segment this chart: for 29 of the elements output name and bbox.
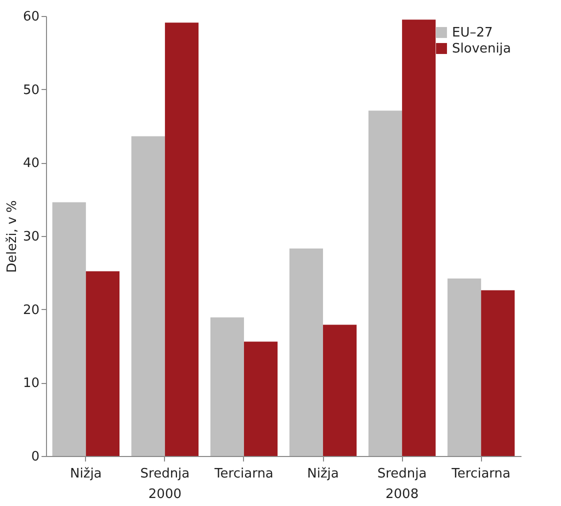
bar bbox=[52, 202, 86, 456]
x-tick-label: Srednja bbox=[140, 466, 190, 482]
y-tick-label: 20 bbox=[22, 302, 40, 318]
x-tick-label: Nižja bbox=[307, 466, 339, 482]
y-tick-label: 30 bbox=[22, 230, 40, 244]
x-tick-label: Terciarna bbox=[450, 466, 511, 482]
legend-label: EU–27 bbox=[452, 26, 493, 40]
x-tick-label: Nižja bbox=[70, 466, 102, 482]
y-tick-label: 40 bbox=[22, 156, 40, 172]
y-tick-label: 60 bbox=[22, 10, 40, 24]
y-tick-label: 0 bbox=[31, 450, 40, 464]
bar bbox=[289, 248, 324, 456]
legend-label: Slovenija bbox=[452, 42, 511, 56]
bar bbox=[448, 278, 482, 456]
y-tick-label: 50 bbox=[22, 82, 40, 98]
y-tick-label: 10 bbox=[22, 376, 40, 392]
text: 2008 bbox=[386, 487, 419, 502]
text: 2000 bbox=[148, 487, 182, 502]
bar bbox=[86, 271, 120, 456]
x-tick-label: Terciarna bbox=[214, 466, 274, 482]
bar bbox=[481, 290, 515, 456]
bar bbox=[131, 136, 165, 456]
bar bbox=[323, 324, 357, 456]
x-tick-label: Srednja bbox=[377, 466, 427, 482]
bar bbox=[210, 317, 244, 456]
bar bbox=[368, 110, 402, 456]
y-axis-title: Deleži, v % bbox=[4, 200, 20, 273]
bar bbox=[244, 342, 278, 456]
bar bbox=[164, 22, 199, 456]
